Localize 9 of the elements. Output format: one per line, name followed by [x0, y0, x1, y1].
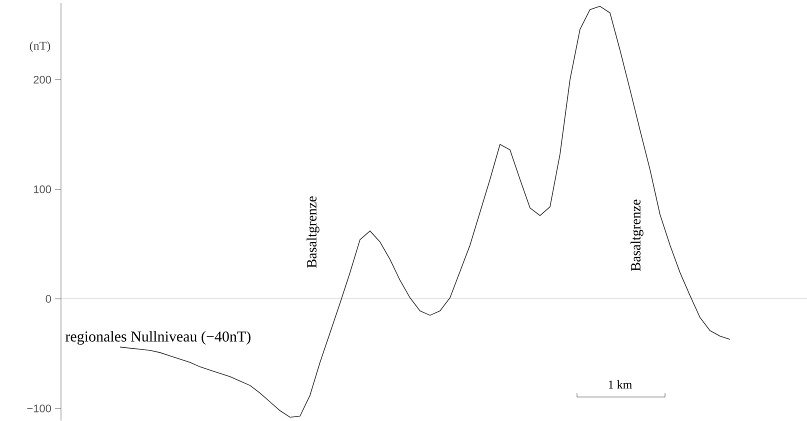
annotation: Basaltgrenze	[306, 196, 320, 268]
annotation: Basaltgrenze	[630, 200, 644, 272]
y-tick-label: −100	[27, 404, 52, 412]
y-tick-label: 100	[34, 185, 52, 194]
y-axis-title: (nT)	[30, 41, 50, 52]
annotation: 1 km	[608, 380, 632, 388]
annotation: regionales Nullniveau (−40nT)	[65, 331, 250, 345]
y-tick-label: 200	[34, 76, 52, 84]
y-tick-label: 0	[46, 294, 52, 303]
